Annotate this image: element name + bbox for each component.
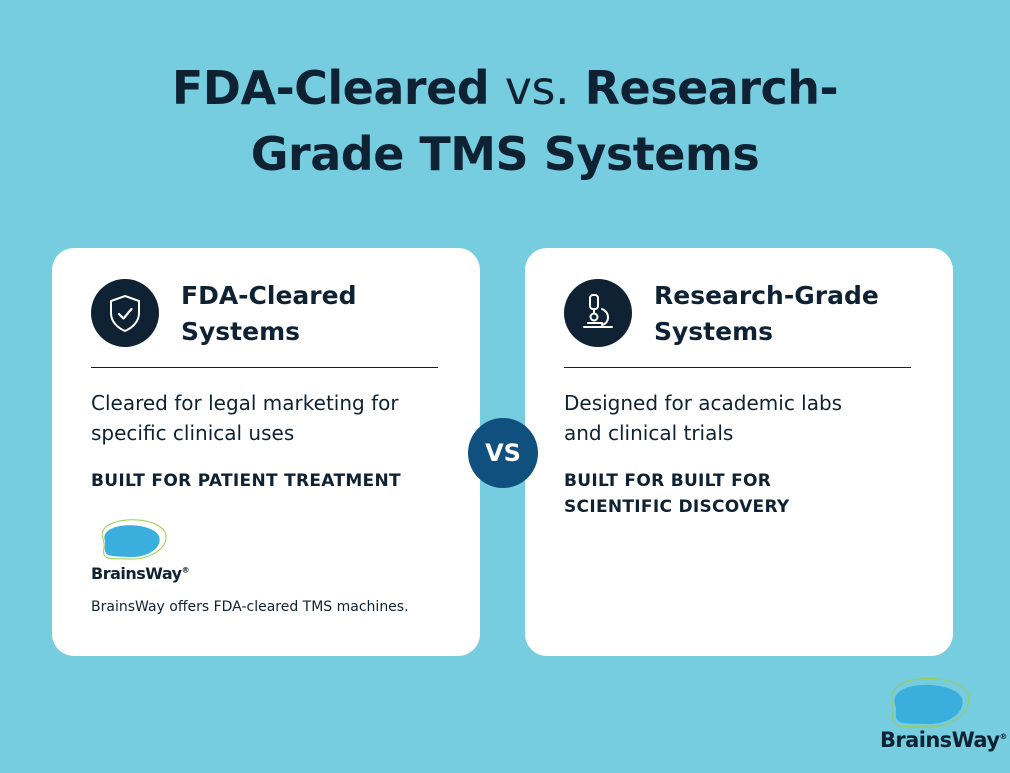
divider [564,367,911,368]
title: FDA-Cleared vs. Research-Grade TMS Syste… [130,55,880,187]
card-tag: BUILT FOR BUILT FOR SCIENTIFIC DISCOVERY [564,471,790,517]
logo-blob [101,519,167,560]
card-description: Cleared for legal marketing for specific… [91,391,399,445]
card-tag: BUILT FOR PATIENT TREATMENT [91,471,401,491]
shield-icon [91,279,159,347]
brand-blob [891,677,970,728]
brand-name: BrainsWay [880,728,1000,752]
divider [91,367,438,368]
card: Research-Grade Systems Designed for acad… [525,248,953,656]
title-vs: vs. [504,61,570,115]
brand-text: BrainsWay® [880,728,1007,752]
title-bold: FDA-Cleared [171,61,490,115]
card: FDA-Cleared Systems Cleared for legal ma… [52,248,480,656]
card-note: BrainsWay offers FDA-cleared TMS machine… [91,599,409,615]
logo-name: BrainsWay [91,564,182,583]
title-bold: Research-Grade TMS Systems [250,61,839,181]
logo-text: BrainsWay® [91,564,190,583]
card-description: Designed for academic labs and clinical … [564,391,843,445]
card-heading: FDA-Cleared Systems [181,281,357,346]
logo-mark: ® [181,565,190,575]
brand-mark: ® [999,732,1007,741]
vs-badge: VS [468,418,538,488]
microscope-icon [564,279,632,347]
card-heading: Research-Grade Systems [654,281,879,346]
